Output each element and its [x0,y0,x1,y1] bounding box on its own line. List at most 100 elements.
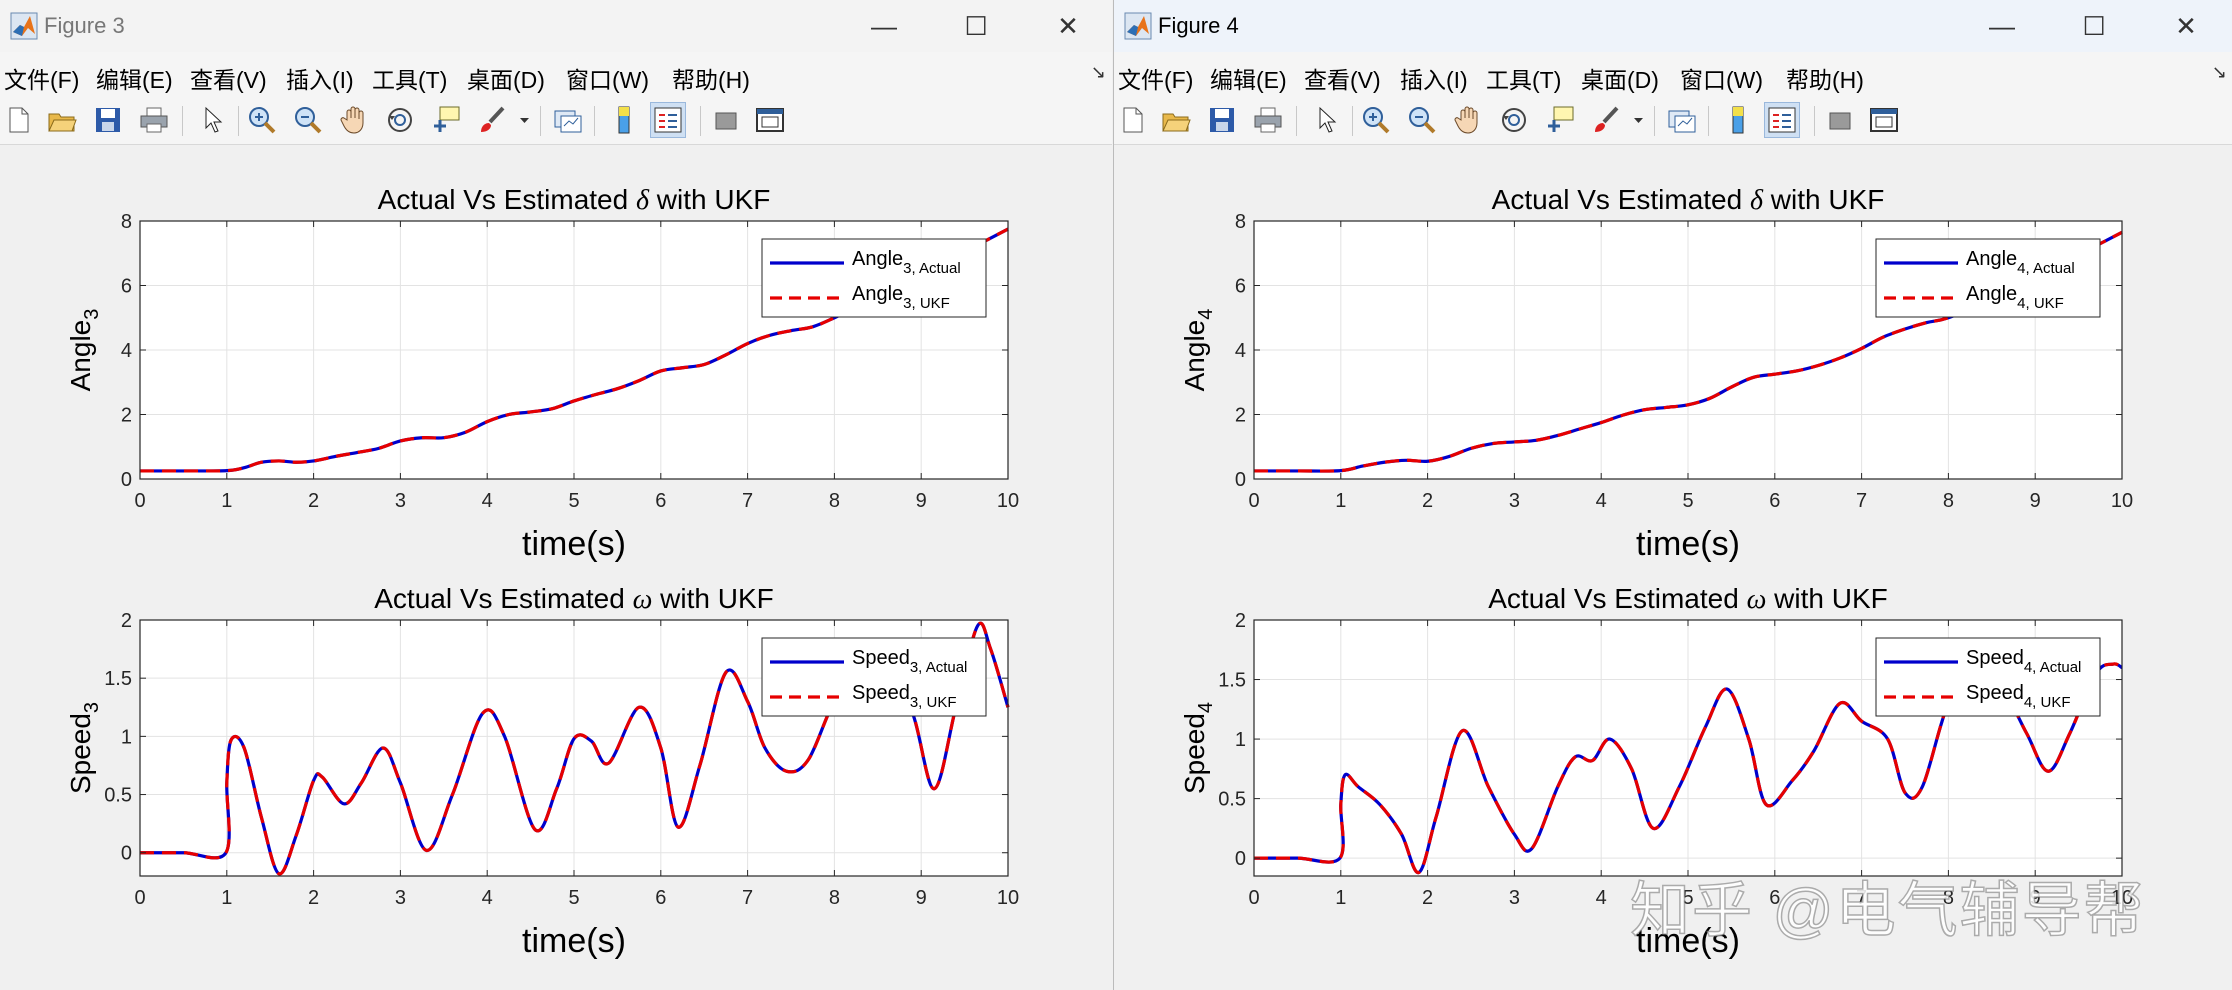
menu-file[interactable]: 文件(F) [4,67,80,93]
show-plot-tools-icon[interactable] [1868,104,1900,136]
matlab-icon [10,12,38,40]
top-axes[interactable]: 0 1 2 3 4 5 6 7 8 9 10 0 2 4 6 8 Actual Vs Estimated δ w… [1179,184,2133,563]
x-tick-label: 9 [2030,887,2041,909]
maximize-button[interactable]: ☐ [2082,11,2106,41]
title-text-pre: Actual Vs Estimated [378,184,636,215]
print-icon[interactable] [138,104,170,136]
open-file-icon[interactable] [1160,104,1192,136]
brush-icon[interactable] [476,104,508,136]
legend-actual-label: Speed3, Actual [852,647,967,676]
data-cursor-icon[interactable] [430,104,462,136]
pan-hand-icon[interactable] [1452,104,1484,136]
show-plot-tools-icon[interactable] [754,104,786,136]
series-ukf-line[interactable] [139,227,1009,473]
title-bar[interactable]: Figure 4 — ☐ ✕ [1114,0,2232,52]
x-tick-label: 9 [2030,490,2041,512]
bottom-axes[interactable]: 0 1 2 3 4 5 6 7 8 9 10 0 0.5 1 1.5 2 Actual Vs Estimated… [1179,583,2133,960]
menu-insert[interactable]: 插入(I) [1400,67,1468,93]
x-tick-label: 8 [829,887,840,909]
dock-arrow-icon[interactable]: ↘ [2211,62,2227,82]
data-cursor-icon[interactable] [1544,104,1576,136]
save-icon[interactable] [1206,104,1238,136]
y-tick-label: 0 [121,469,132,491]
menu-insert[interactable]: 插入(I) [286,67,354,93]
x-tick-label: 10 [997,490,1019,512]
figure-3-window[interactable]: Figure 3 — ☐ ✕ 文件(F) 编辑(E) 查看(V) 插入(I) 工… [0,0,1112,990]
menu-view[interactable]: 查看(V) [1304,67,1381,93]
menu-tools[interactable]: 工具(T) [372,67,448,93]
plot-area[interactable]: 0 1 2 3 4 5 6 7 8 9 10 0 2 4 6 8 Actual Vs Estimated δ w… [0,146,1112,990]
rotate-3d-icon[interactable] [1498,104,1530,136]
series-ukf-line[interactable] [1253,230,2123,473]
y-label-text: Angle [65,320,96,392]
title-text-post: with UKF [649,184,770,215]
link-plot-icon[interactable] [552,104,584,136]
legend-actual-subscript: 4, Actual [2017,260,2075,277]
menu-help[interactable]: 帮助(H) [1786,67,1864,93]
legend-icon[interactable] [650,102,686,138]
chart-title: Actual Vs Estimated δ with UKF [378,184,771,216]
y-tick-label: 2 [1235,405,1246,427]
plot-area[interactable]: 0 1 2 3 4 5 6 7 8 9 10 0 2 4 6 8 Actual Vs Estimated δ w… [1114,146,2226,990]
y-tick-label: 0 [1235,848,1246,870]
title-bar[interactable]: Figure 3 — ☐ ✕ [0,0,1112,52]
x-tick-label: 6 [1769,887,1780,909]
legend-ukf-subscript: 3, UKF [910,694,957,711]
figure-4-window[interactable]: Figure 4 — ☐ ✕ 文件(F) 编辑(E) 查看(V) 插入(I) 工… [1113,0,2232,990]
print-icon[interactable] [1252,104,1284,136]
x-axis-label: time(s) [1636,922,1740,960]
pointer-icon[interactable] [196,104,228,136]
rotate-3d-icon[interactable] [384,104,416,136]
menu-edit[interactable]: 编辑(E) [96,67,173,93]
brush-dropdown-icon[interactable] [518,104,532,136]
series-ukf-line[interactable] [1254,662,2123,875]
x-tick-label: 4 [482,490,493,512]
x-tick-label: 3 [1509,887,1520,909]
menu-desktop[interactable]: 桌面(D) [467,67,545,93]
zoom-out-icon[interactable] [1406,104,1438,136]
menu-help[interactable]: 帮助(H) [672,67,750,93]
zoom-in-icon[interactable] [246,104,278,136]
minimize-button[interactable]: — [871,11,897,41]
zoom-out-icon[interactable] [292,104,324,136]
new-figure-icon[interactable] [1116,104,1148,136]
link-plot-icon[interactable] [1666,104,1698,136]
dock-arrow-icon[interactable]: ↘ [1090,62,1106,82]
save-icon[interactable] [92,104,124,136]
bottom-axes[interactable]: 0 1 2 3 4 5 6 7 8 9 10 0 0.5 1 1.5 2 Actual Vs Estimated… [65,583,1019,960]
menu-edit[interactable]: 编辑(E) [1210,67,1287,93]
title-text-pre: Actual Vs Estimated [1488,583,1746,614]
pan-hand-icon[interactable] [338,104,370,136]
menu-window[interactable]: 窗口(W) [566,67,650,93]
hide-plot-tools-icon[interactable] [1824,104,1856,136]
menu-desktop[interactable]: 桌面(D) [1581,67,1659,93]
zoom-in-icon[interactable] [1360,104,1392,136]
close-button[interactable]: ✕ [1057,11,1079,41]
colorbar-icon[interactable] [608,104,640,136]
pointer-icon[interactable] [1310,104,1342,136]
legend-icon[interactable] [1764,102,1800,138]
minimize-button[interactable]: — [1989,11,2015,41]
close-button[interactable]: ✕ [2175,11,2197,41]
brush-dropdown-icon[interactable] [1632,104,1646,136]
top-axes[interactable]: 0 1 2 3 4 5 6 7 8 9 10 0 2 4 6 8 Actual Vs Estimated δ w… [65,184,1019,563]
new-figure-icon[interactable] [2,104,34,136]
menu-file[interactable]: 文件(F) [1118,67,1194,93]
brush-icon[interactable] [1590,104,1622,136]
menu-window[interactable]: 窗口(W) [1680,67,1764,93]
hide-plot-tools-icon[interactable] [710,104,742,136]
legend-box [761,238,987,318]
colorbar-icon[interactable] [1722,104,1754,136]
menu-view[interactable]: 查看(V) [190,67,267,93]
y-label-subscript: 4 [1195,309,1217,320]
open-file-icon[interactable] [46,104,78,136]
maximize-button[interactable]: ☐ [964,11,988,41]
x-tick-label: 7 [1856,490,1867,512]
menu-tools[interactable]: 工具(T) [1486,67,1562,93]
